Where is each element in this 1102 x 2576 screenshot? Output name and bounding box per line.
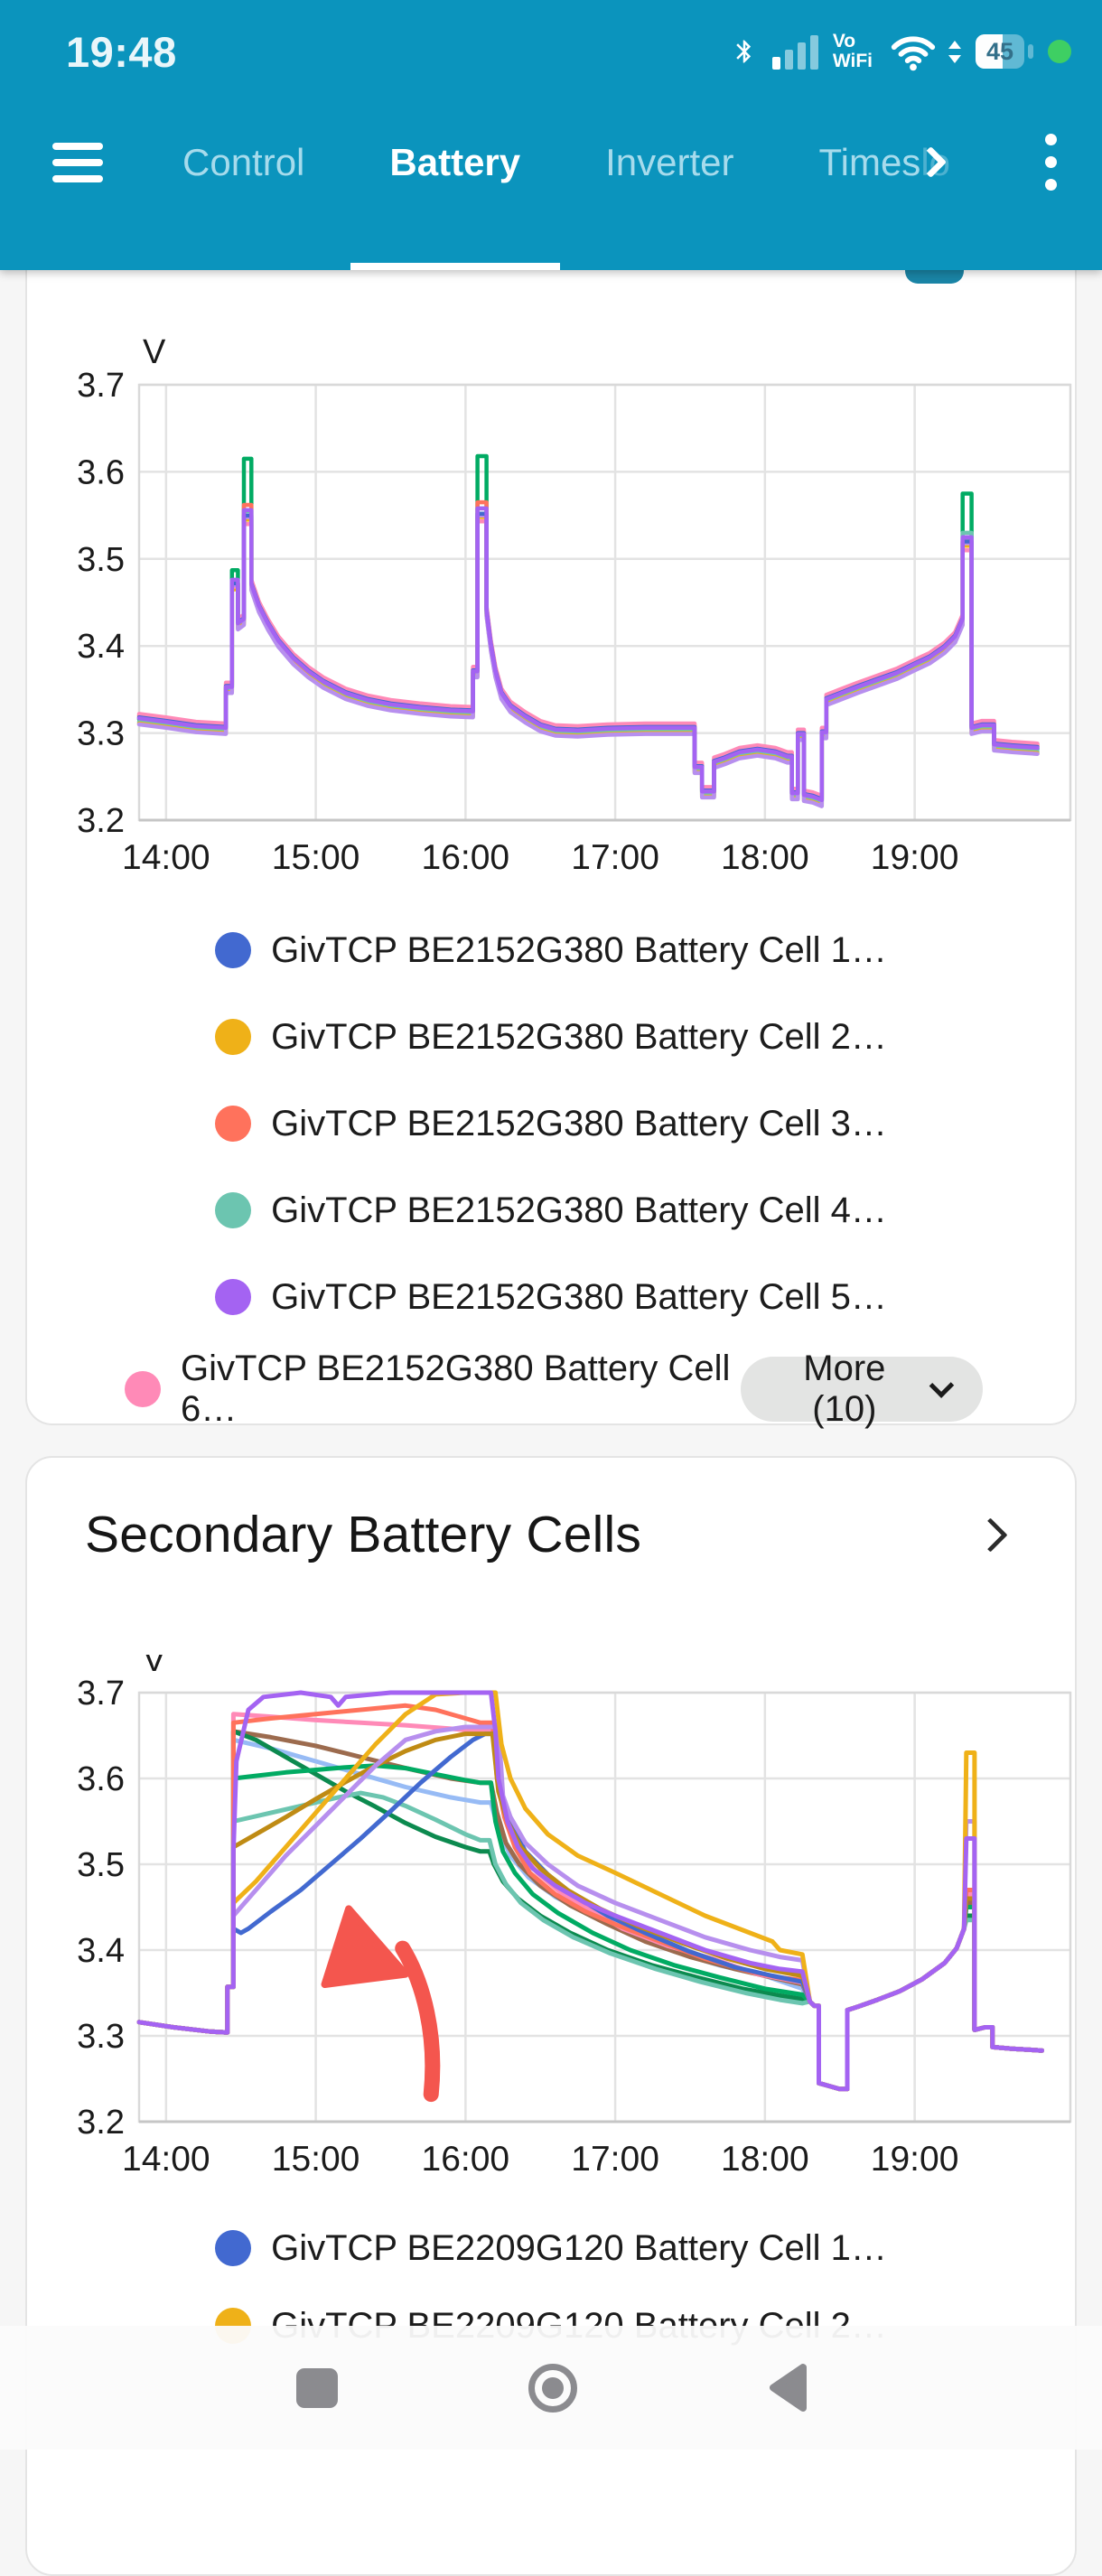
svg-text:17:00: 17:00 [571, 2140, 659, 2179]
primary-cells-legend: GivTCP BE2152G380 Battery Cell 1… GivTCP … [27, 907, 1075, 1340]
battery-nub [1028, 44, 1033, 59]
svg-text:3.2: 3.2 [77, 802, 125, 840]
home-button[interactable] [528, 2364, 577, 2413]
svg-text:3.5: 3.5 [77, 1846, 125, 1884]
svg-text:16:00: 16:00 [422, 2140, 510, 2179]
primary-cells-chart[interactable]: 3.7 3.6 3.5 3.4 3.3 3.2 14:00 15:00 16:00 17:00 18… [27, 300, 1079, 896]
legend-label: GivTCP BE2152G380 Battery Cell 5… [271, 1276, 887, 1317]
tab-battery[interactable]: Battery [389, 140, 521, 183]
svg-text:3.7: 3.7 [77, 367, 125, 405]
svg-text:3.6: 3.6 [77, 1760, 125, 1798]
legend-item-cell-6[interactable]: GivTCP BE2152G380 Battery Cell 6… [125, 1349, 741, 1430]
more-button-label: More (10) [803, 1349, 886, 1429]
svg-text:3.5: 3.5 [77, 541, 125, 579]
svg-text:3.3: 3.3 [77, 715, 125, 753]
legend-label: GivTCP BE2152G380 Battery Cell 4… [271, 1190, 887, 1230]
overflow-menu-icon[interactable] [1036, 130, 1066, 194]
svg-text:3.2: 3.2 [77, 2104, 125, 2142]
clock: 19:48 [66, 27, 177, 76]
svg-text:16:00: 16:00 [422, 838, 510, 877]
legend-dot [215, 1106, 252, 1142]
legend-dot [215, 2230, 252, 2266]
svg-text:3.3: 3.3 [77, 2018, 125, 2056]
svg-text:V: V [143, 333, 166, 371]
legend-dot-6 [125, 1371, 161, 1407]
legend-label: GivTCP BE2209G120 Battery Cell 1… [271, 2227, 887, 2268]
android-navigation-bar [0, 2326, 1102, 2450]
svg-text:19:00: 19:00 [871, 2140, 959, 2179]
menu-icon[interactable] [52, 142, 103, 182]
primary-legend-item-3[interactable]: GivTCP BE2152G380 Battery Cell 3… [215, 1080, 887, 1167]
chevron-right-icon[interactable] [973, 1517, 1008, 1553]
tab-inverter[interactable]: Inverter [605, 140, 734, 183]
svg-text:19:00: 19:00 [871, 838, 959, 877]
svg-text:3.7: 3.7 [77, 1675, 125, 1713]
svg-text:15:00: 15:00 [272, 838, 360, 877]
svg-text:18:00: 18:00 [721, 2140, 809, 2179]
primary-legend-item-1[interactable]: GivTCP BE2152G380 Battery Cell 1… [215, 907, 887, 994]
wifi-icon [891, 36, 936, 71]
secondary-legend-item-1[interactable]: GivTCP BE2209G120 Battery Cell 1… [215, 2209, 887, 2287]
tab-timeslots[interactable]: Times lo [818, 140, 951, 183]
legend-label: GivTCP BE2152G380 Battery Cell 2… [271, 1016, 887, 1057]
recents-button[interactable] [296, 2368, 338, 2408]
tab-bar: Control Battery Inverter Times lo [0, 90, 1102, 194]
active-tab-indicator [350, 263, 560, 270]
status-bar: 19:48 Vo WiFi 45 [0, 0, 1102, 90]
tab-control[interactable]: Control [182, 140, 305, 183]
svg-text:V: V [143, 1655, 166, 1679]
svg-text:3.4: 3.4 [77, 1932, 125, 1970]
more-series-button[interactable]: More (10) [741, 1349, 983, 1429]
legend-dot [215, 1192, 252, 1228]
svg-text:15:00: 15:00 [272, 2140, 360, 2179]
primary-legend-item-2[interactable]: GivTCP BE2152G380 Battery Cell 2… [215, 994, 887, 1080]
svg-text:3.4: 3.4 [77, 628, 125, 666]
svg-text:18:00: 18:00 [721, 838, 809, 877]
primary-battery-cells-card: Primary Battery Cells 3.73.63.53.43.33.2… [25, 164, 1079, 1429]
svg-text:14:00: 14:00 [122, 2140, 210, 2179]
secondary-cells-legend: GivTCP BE2209G120 Battery Cell 1…GivTCP … [27, 2209, 1075, 2365]
svg-text:3.6: 3.6 [77, 453, 125, 491]
privacy-indicator-dot [1048, 40, 1071, 63]
battery-indicator: 45 [976, 34, 1024, 69]
chevron-down-icon [929, 1373, 955, 1398]
secondary-cells-chart[interactable]: 3.7 3.6 3.5 3.4 3.3 3.2 14:00 15:00 16:00 17:00 18… [27, 1641, 1079, 2206]
signal-strength-icon [771, 33, 818, 70]
legend-label: GivTCP BE2152G380 Battery Cell 1… [271, 929, 887, 970]
app-header: 19:48 Vo WiFi 45 [0, 0, 1102, 270]
vowifi-badge: Vo WiFi [832, 31, 873, 71]
back-button[interactable] [768, 2363, 808, 2413]
primary-legend-item-4[interactable]: GivTCP BE2152G380 Battery Cell 4… [215, 1167, 887, 1254]
svg-text:17:00: 17:00 [571, 838, 659, 877]
legend-label-6: GivTCP BE2152G380 Battery Cell 6… [181, 1349, 731, 1429]
primary-legend-item-5[interactable]: GivTCP BE2152G380 Battery Cell 5… [215, 1254, 887, 1340]
svg-text:14:00: 14:00 [122, 838, 210, 877]
wifi-traffic-arrows-icon [948, 40, 961, 63]
card-title-secondary: Secondary Battery Cells [85, 1506, 642, 1563]
bluetooth-icon [736, 40, 751, 63]
legend-dot [215, 1019, 252, 1055]
legend-dot [215, 932, 252, 968]
legend-dot [215, 1279, 252, 1315]
legend-label: GivTCP BE2152G380 Battery Cell 3… [271, 1103, 887, 1143]
